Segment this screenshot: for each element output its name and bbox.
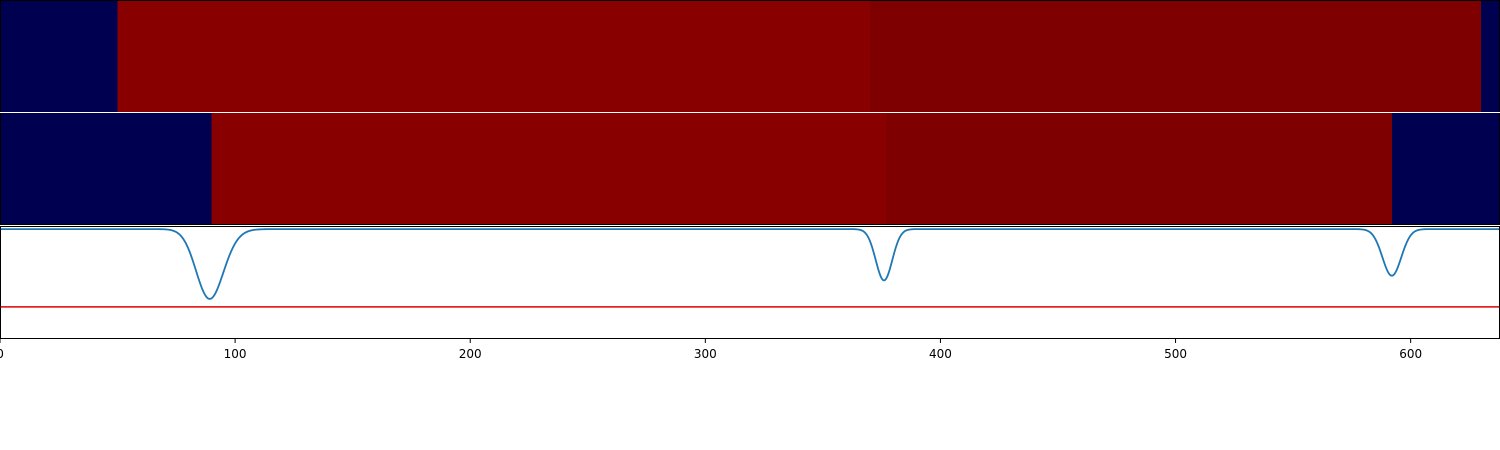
heatmap-rows: [0, 0, 1500, 225]
heatmap-cell-1-1: [0, 0, 118, 113]
heatmap-row-1: [0, 0, 1500, 113]
x-tick-label-200: 200: [459, 347, 482, 361]
x-tick-label-600: 600: [1399, 347, 1422, 361]
x-tick-label-100: 100: [224, 347, 247, 361]
line-panel-frame: [0, 226, 1500, 339]
x-tick-label-300: 300: [694, 347, 717, 361]
heatmap-row-2: [0, 112, 1500, 225]
x-axis: 0 100 200 300 400 500 600: [0, 339, 1422, 361]
x-tick-label-500: 500: [1164, 347, 1187, 361]
heatmap-cell-2-2: [211, 112, 887, 225]
x-tick-label-400: 400: [929, 347, 952, 361]
x-tick-label-0: 0: [0, 347, 4, 361]
series-line: [0, 228, 1500, 300]
line-panel: [0, 228, 1500, 308]
heatmap-cell-1-4: [1481, 0, 1500, 113]
heatmap-cell-2-4: [1391, 112, 1500, 225]
heatmap-cell-2-3: [886, 112, 1392, 225]
heatmap-cell-1-3: [869, 0, 1482, 113]
heatmap-cell-1-2: [117, 0, 870, 113]
heatmap-cell-2-1: [0, 112, 212, 225]
